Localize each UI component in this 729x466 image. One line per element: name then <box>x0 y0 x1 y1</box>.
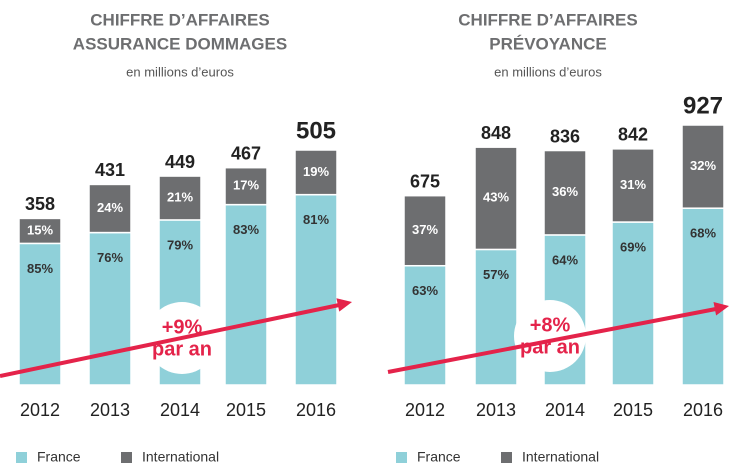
total-label: 449 <box>165 152 195 172</box>
x-tick-label: 2016 <box>683 400 723 420</box>
bar-segment <box>611 221 655 386</box>
x-tick-label: 2014 <box>160 400 200 420</box>
value-label: 63% <box>412 283 438 298</box>
growth-arrow <box>0 302 345 378</box>
legend-swatch <box>121 452 132 463</box>
total-label: 431 <box>95 160 125 180</box>
bar-segment <box>681 207 725 386</box>
total-label: 842 <box>618 125 648 145</box>
x-tick-label: 2013 <box>90 400 130 420</box>
value-label: 69% <box>620 239 646 254</box>
growth-arrow <box>387 306 722 374</box>
value-label: 57% <box>483 267 509 282</box>
value-label: 31% <box>620 177 646 192</box>
bar-segment <box>474 248 518 386</box>
bar-segment <box>158 175 202 221</box>
annotation: par an <box>152 338 212 360</box>
arrow-head <box>336 298 352 312</box>
annotation: +8% <box>530 314 571 336</box>
bar-segment <box>681 124 725 209</box>
total-label: 675 <box>410 171 440 191</box>
bar-segment <box>611 148 655 223</box>
bar-segment <box>18 242 62 386</box>
value-label: 17% <box>233 178 259 193</box>
bar-segment <box>88 183 132 234</box>
total-label: 836 <box>550 126 580 146</box>
bar-segment <box>294 149 338 196</box>
legend-label: International <box>522 449 599 465</box>
value-label: 43% <box>483 190 509 205</box>
x-tick-label: 2013 <box>476 400 516 420</box>
value-label: 37% <box>412 222 438 237</box>
value-label: 32% <box>690 158 716 173</box>
value-label: 76% <box>97 250 123 265</box>
legend-swatch <box>396 452 407 463</box>
value-label: 68% <box>690 226 716 241</box>
annotation-bg <box>514 300 586 372</box>
value-label: 24% <box>97 200 123 215</box>
arrow-head <box>713 302 729 316</box>
bar-segment <box>543 149 587 236</box>
total-label: 358 <box>25 194 55 214</box>
chart-title: PRÉVOYANCE <box>489 34 606 53</box>
legend-label: France <box>37 449 81 465</box>
value-label: 21% <box>167 189 193 204</box>
chart-title: CHIFFRE D’AFFAIRES <box>90 10 269 29</box>
value-label: 83% <box>233 222 259 237</box>
x-tick-label: 2015 <box>613 400 653 420</box>
bar-segment <box>18 217 62 245</box>
legend-swatch <box>501 452 512 463</box>
total-label: 505 <box>296 117 336 144</box>
x-tick-label: 2012 <box>20 400 60 420</box>
value-label: 81% <box>303 212 329 227</box>
x-tick-label: 2014 <box>545 400 585 420</box>
x-tick-label: 2012 <box>405 400 445 420</box>
annotation: +9% <box>162 316 203 338</box>
annotation: par an <box>520 336 580 358</box>
x-tick-label: 2016 <box>296 400 336 420</box>
total-label: 467 <box>231 143 261 163</box>
legend-label: France <box>417 449 461 465</box>
bar-segment <box>224 166 268 206</box>
bar-segment <box>403 194 447 267</box>
total-label: 927 <box>683 92 723 119</box>
chart-subtitle: en millions d’euros <box>494 64 602 79</box>
legend-swatch <box>16 452 27 463</box>
bar-segment <box>224 203 268 386</box>
chart-title: CHIFFRE D’AFFAIRES <box>458 10 637 29</box>
value-label: 15% <box>27 222 53 237</box>
chart-subtitle: en millions d’euros <box>126 64 234 79</box>
bar-segment <box>474 146 518 251</box>
value-label: 36% <box>552 184 578 199</box>
value-label: 79% <box>167 237 193 252</box>
value-label: 85% <box>27 261 53 276</box>
total-label: 848 <box>481 123 511 143</box>
value-label: 19% <box>303 164 329 179</box>
x-tick-label: 2015 <box>226 400 266 420</box>
chart-title: ASSURANCE DOMMAGES <box>73 34 287 53</box>
legend-label: International <box>142 449 219 465</box>
value-label: 64% <box>552 252 578 267</box>
bar-segment <box>294 193 338 386</box>
